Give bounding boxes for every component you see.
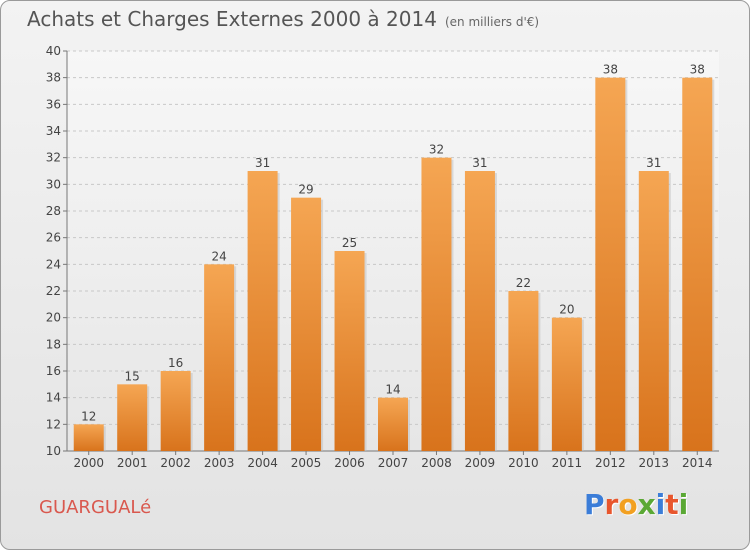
title-text: Achats et Charges Externes 2000 à 2014 <box>27 7 437 31</box>
bar <box>247 171 278 451</box>
x-tick-label: 2009 <box>465 456 496 470</box>
x-tick-label: 2000 <box>73 456 104 470</box>
bar <box>378 397 408 451</box>
x-tick-label: 2005 <box>291 456 322 470</box>
y-tick-label: 28 <box>46 204 61 218</box>
x-tick-label: 2004 <box>247 456 278 470</box>
y-tick-label: 12 <box>46 417 61 431</box>
bar <box>291 197 322 451</box>
x-tick-label: 2014 <box>682 456 713 470</box>
logo-letter: i <box>678 488 689 521</box>
logo-letter: t <box>665 488 679 521</box>
place-name: GUARGUALé <box>39 497 152 518</box>
value-label: 32 <box>429 143 444 157</box>
logo-letter: i <box>655 488 666 521</box>
value-label: 24 <box>211 249 226 263</box>
x-tick-label: 2003 <box>204 456 235 470</box>
x-tick-label: 2012 <box>595 456 626 470</box>
bar <box>682 77 713 452</box>
y-tick-label: 16 <box>46 364 61 378</box>
bar <box>464 171 495 451</box>
bar <box>508 291 539 451</box>
bar <box>73 424 104 451</box>
y-tick-label: 18 <box>46 337 61 351</box>
x-tick-label: 2013 <box>639 456 670 470</box>
value-label: 22 <box>516 276 531 290</box>
logo-letter: x <box>637 488 656 521</box>
chart-subtitle: (en milliers d'€) <box>444 15 540 29</box>
x-tick-label: 2008 <box>421 456 452 470</box>
value-label: 38 <box>690 63 705 77</box>
bar <box>204 264 235 451</box>
bar <box>551 317 582 451</box>
x-tick-label: 2011 <box>552 456 583 470</box>
x-tick-label: 2001 <box>117 456 148 470</box>
y-tick-label: 32 <box>46 151 61 165</box>
y-tick-label: 38 <box>46 71 61 85</box>
x-tick-label: 2010 <box>508 456 539 470</box>
y-tick-label: 26 <box>46 231 61 245</box>
value-label: 15 <box>125 369 140 383</box>
y-tick-label: 10 <box>46 444 61 458</box>
y-tick-label: 14 <box>46 391 61 405</box>
y-tick-label: 40 <box>46 44 61 58</box>
value-label: 31 <box>646 156 661 170</box>
bar <box>117 384 148 451</box>
value-label: 31 <box>472 156 487 170</box>
y-tick-label: 36 <box>46 97 61 111</box>
bar <box>421 157 452 451</box>
value-label: 12 <box>81 409 96 423</box>
x-tick-label: 2002 <box>160 456 191 470</box>
y-tick-label: 24 <box>46 257 61 271</box>
value-label: 14 <box>385 383 400 397</box>
logo-letter: P <box>584 488 605 521</box>
bar <box>160 371 191 451</box>
y-tick-label: 22 <box>46 284 61 298</box>
chart-title: Achats et Charges Externes 2000 à 2014 (e… <box>27 7 539 31</box>
x-tick-label: 2007 <box>378 456 409 470</box>
y-tick-label: 20 <box>46 311 61 325</box>
proxiti-logo: Proxiti <box>584 488 688 521</box>
y-tick-label: 34 <box>46 124 61 138</box>
bar <box>638 171 669 451</box>
value-label: 20 <box>559 303 574 317</box>
value-label: 38 <box>603 63 618 77</box>
value-label: 16 <box>168 356 183 370</box>
y-tick-label: 30 <box>46 177 61 191</box>
logo-letter: o <box>618 488 638 521</box>
value-label: 29 <box>298 183 313 197</box>
x-tick-label: 2006 <box>334 456 365 470</box>
bar <box>595 77 626 452</box>
logo-letter: r <box>604 488 619 521</box>
value-label: 31 <box>255 156 270 170</box>
value-label: 25 <box>342 236 357 250</box>
bar <box>334 251 365 451</box>
